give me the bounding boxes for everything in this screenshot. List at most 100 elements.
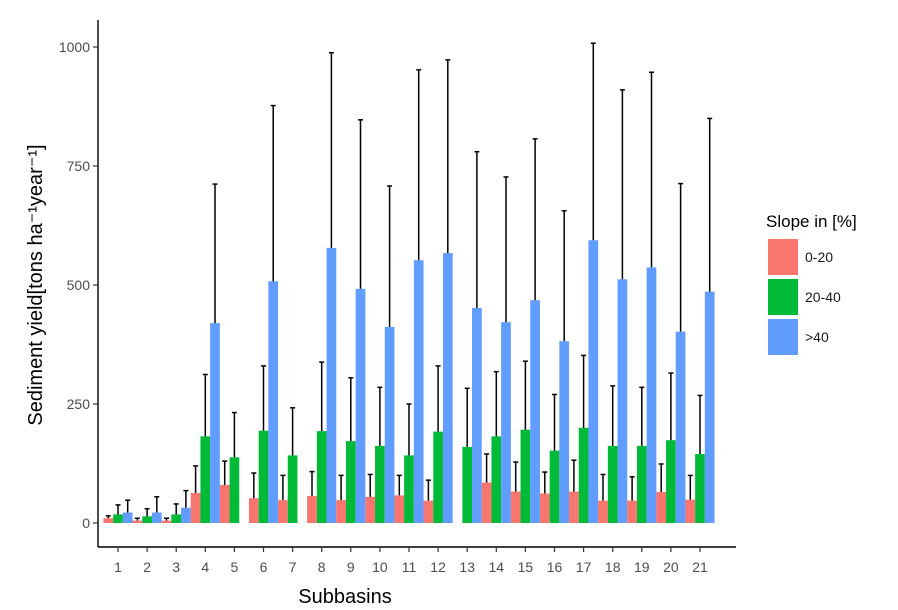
- x-tick-label: 15: [518, 559, 534, 575]
- error-bar-20-40-12: [435, 365, 441, 432]
- legend: Slope in [%] 0-20 20-40 >40: [766, 212, 857, 355]
- x-tick-label: 10: [372, 559, 388, 575]
- error-bar-20-40-7: [290, 407, 296, 456]
- error-bar-0-20-6: [251, 472, 257, 499]
- bar->40-18: [617, 279, 628, 523]
- error-bar-0-20-12: [425, 479, 431, 501]
- bar->40-13: [472, 307, 482, 523]
- bar-20-40-4: [200, 436, 211, 523]
- bar-0-20-2: [132, 520, 143, 523]
- error-bar-20-40-2: [144, 507, 150, 517]
- bar-20-40-1: [113, 514, 123, 523]
- x-ticks: 1 2 3 4 5 6 7 8 9 10 11 12 13 14 15 16 17 18 19 20 21: [114, 547, 708, 575]
- error-bar-20-40-8: [319, 361, 325, 432]
- bar->40-9: [355, 288, 366, 523]
- error-bar-20-40-21: [697, 394, 703, 454]
- bar-0-20-4: [190, 493, 201, 523]
- bar-0-20-21: [685, 499, 696, 523]
- bar-0-20-5: [219, 484, 230, 523]
- bar-20-40-15: [520, 429, 531, 523]
- error-bar->40-4: [212, 183, 218, 324]
- legend-items: 0-20 20-40 >40: [768, 239, 841, 355]
- bar-20-40-18: [607, 445, 618, 523]
- x-tick-label: 20: [663, 559, 679, 575]
- legend-label-20-40: 20-40: [805, 289, 841, 305]
- x-tick-label: 12: [430, 559, 446, 575]
- bar-20-40-2: [142, 516, 152, 523]
- x-tick-label: 13: [459, 559, 475, 575]
- x-tick-label: 4: [201, 559, 209, 575]
- error-bar->40-15: [532, 138, 538, 301]
- bar-20-40-7: [287, 455, 298, 523]
- error-bar->40-3: [183, 489, 189, 508]
- y-tick-label: 1000: [59, 39, 90, 55]
- error-bar->40-18: [619, 89, 625, 280]
- x-tick-label: 3: [172, 559, 180, 575]
- x-tick-label: 5: [231, 559, 239, 575]
- bar-20-40-6: [258, 430, 269, 523]
- error-bar->40-12: [445, 59, 451, 254]
- bar-0-20-15: [510, 491, 521, 523]
- y-tick-label: 0: [82, 515, 90, 531]
- bar->40-15: [530, 300, 540, 523]
- bar-0-20-20: [656, 492, 667, 523]
- bar->40-17: [588, 240, 599, 523]
- bar->40-6: [268, 281, 279, 523]
- error-bar->40-14: [503, 176, 509, 323]
- error-bar->40-21: [707, 117, 713, 292]
- error-bar-0-20-16: [542, 471, 548, 494]
- bar->40-14: [501, 322, 511, 523]
- error-bar->40-20: [678, 182, 684, 332]
- error-bar-20-40-13: [464, 387, 470, 447]
- y-tick-label: 250: [67, 396, 91, 412]
- error-bar-0-20-21: [687, 474, 693, 500]
- bar-0-20-19: [627, 500, 637, 523]
- x-tick-label: 19: [634, 559, 650, 575]
- error-bar-0-20-8: [309, 470, 315, 496]
- bar-20-40-3: [171, 514, 182, 523]
- error-bar-20-40-18: [610, 385, 616, 446]
- bar->40-12: [442, 253, 453, 524]
- bar->40-8: [326, 247, 337, 523]
- x-tick-label: 9: [347, 559, 355, 575]
- y-ticks: 0 250 500 750 1000: [59, 39, 98, 531]
- error-bar-0-20-1: [105, 515, 111, 519]
- y-tick-label: 500: [67, 277, 91, 293]
- bar-20-40-16: [549, 450, 560, 523]
- bar-20-40-20: [666, 440, 676, 523]
- bar-20-40-14: [491, 436, 502, 523]
- legend-label->40: >40: [805, 329, 829, 345]
- error-bar-0-20-14: [484, 453, 490, 483]
- x-tick-label: 8: [318, 559, 326, 575]
- error-bar->40-6: [270, 104, 276, 282]
- x-tick-label: 17: [576, 559, 592, 575]
- bar->40-20: [675, 331, 686, 523]
- error-bar-20-40-9: [348, 377, 354, 442]
- legend-title: Slope in [%]: [766, 212, 857, 231]
- bar-20-40-5: [229, 457, 240, 523]
- error-bar-20-40-19: [639, 386, 645, 446]
- bar-0-20-10: [365, 496, 376, 523]
- bar->40-10: [384, 326, 395, 523]
- bar-20-40-11: [404, 455, 414, 523]
- x-tick-label: 7: [289, 559, 297, 575]
- error-bar-20-40-11: [406, 403, 412, 456]
- bar-20-40-12: [433, 431, 443, 523]
- bar-0-20-3: [161, 520, 172, 523]
- error-bar-0-20-10: [367, 473, 373, 497]
- bar-0-20-16: [539, 493, 550, 523]
- error-bar-0-20-3: [164, 517, 169, 521]
- bar->40-16: [559, 341, 570, 523]
- error-bar->40-8: [328, 51, 334, 248]
- error-bar-0-20-15: [513, 461, 519, 492]
- bar-0-20-6: [248, 498, 259, 523]
- bar-20-40-19: [636, 445, 647, 523]
- bar->40-11: [413, 260, 424, 523]
- bar-0-20-1: [103, 518, 114, 523]
- x-tick-label: 14: [489, 559, 505, 575]
- bar-20-40-9: [345, 441, 356, 523]
- bar->40-2: [151, 512, 162, 523]
- bar-0-20-18: [598, 500, 608, 523]
- y-tick-label: 750: [67, 158, 91, 174]
